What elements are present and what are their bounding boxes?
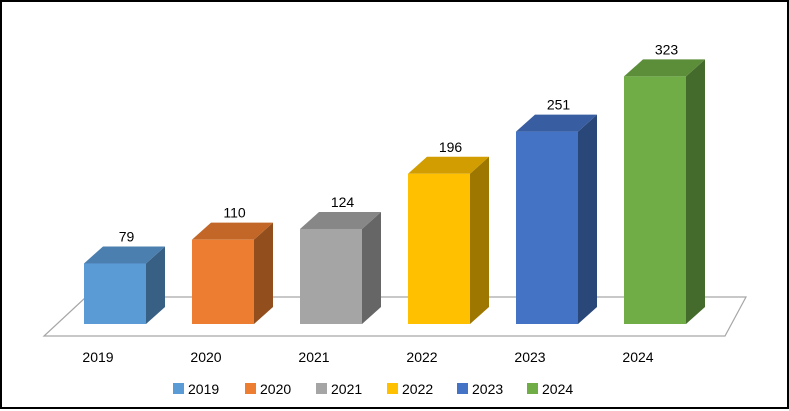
bar-2022[interactable] [408,173,470,324]
legend-swatch-2023 [457,383,468,394]
bar-top-2021 [300,211,381,229]
bar-side-2023 [578,114,597,325]
bar-top-2019 [84,246,165,264]
bar-side-2024 [686,59,705,324]
legend-swatch-2022 [387,383,398,394]
category-label-2019: 2019 [82,349,113,365]
legend-label-2021: 2021 [331,381,362,397]
data-label-2024: 323 [655,41,679,57]
bar-side-2022 [470,156,489,324]
legend-swatch-2019 [173,383,184,394]
category-label-2024: 2024 [622,349,653,365]
bar-top-2022 [408,156,489,174]
category-label-2023: 2023 [514,349,545,365]
legend-swatch-2024 [527,383,538,394]
legend-label-2020: 2020 [260,381,291,397]
bar-2019[interactable] [84,263,146,324]
legend-label-2023: 2023 [472,381,503,397]
bar-side-2021 [362,211,381,324]
legend-swatch-2021 [316,383,327,394]
legend-label-2019: 2019 [188,381,219,397]
legend-label-2024: 2024 [542,381,573,397]
data-label-2021: 124 [331,194,355,210]
bar-2020[interactable] [192,239,254,324]
category-label-2021: 2021 [298,349,329,365]
bar-top-2024 [624,59,705,77]
data-label-2022: 196 [439,139,463,155]
category-label-2022: 2022 [406,349,437,365]
bar-top-2023 [516,114,597,132]
data-label-2023: 251 [547,97,571,113]
bar-top-2020 [192,222,273,240]
bar-side-2019 [146,246,165,324]
bar-2024[interactable] [624,76,686,324]
bar-2023[interactable] [516,131,578,324]
legend-label-2022: 2022 [402,381,433,397]
category-label-2020: 2020 [190,349,221,365]
legend-swatch-2020 [245,383,256,394]
data-label-2019: 79 [119,228,135,244]
bar-side-2020 [254,222,273,324]
data-label-2020: 110 [223,205,246,221]
bar-2021[interactable] [300,228,362,324]
